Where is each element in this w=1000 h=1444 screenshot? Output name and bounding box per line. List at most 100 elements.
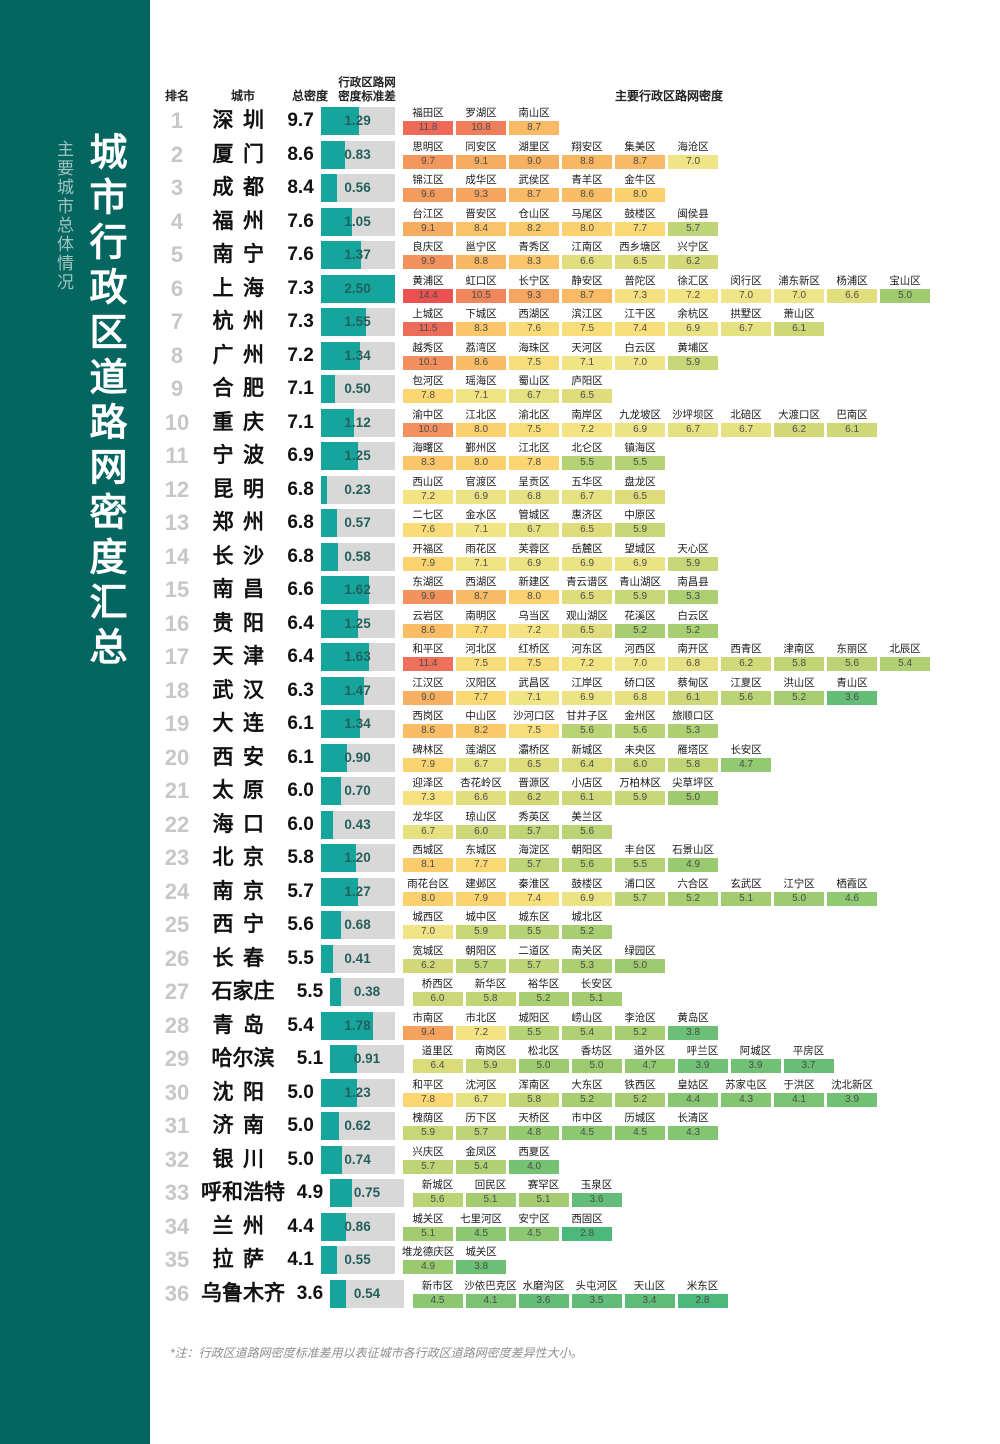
district-density-value: 6.9 <box>615 422 666 437</box>
district-cell: 宽城区 6.2 <box>402 944 455 973</box>
rank-value: 35 <box>164 1247 190 1272</box>
district-density-value: 7.3 <box>615 288 666 303</box>
district-cell: 上城区 11.5 <box>402 307 455 336</box>
district-density-value: 3.6 <box>571 1193 622 1207</box>
city-name: 上海 <box>212 276 274 300</box>
city-name: 杭州 <box>212 310 274 333</box>
district-name: 和平区 <box>412 643 444 655</box>
district-density-value: 8.7 <box>509 188 560 202</box>
district-name: 闽侯县 <box>677 207 709 220</box>
district-name: 滨江区 <box>571 308 603 320</box>
stddev-cell: 1.47 <box>320 676 395 705</box>
district-density-value: 6.1 <box>827 422 878 437</box>
district-cell: 集美区 8.7 <box>614 140 667 169</box>
stddev-value: 1.78 <box>344 1017 371 1033</box>
district-density-value: 6.2 <box>403 958 454 973</box>
district-cell: 七里河区 4.5 <box>455 1212 508 1241</box>
district-cell: 江岸区 6.9 <box>561 676 614 705</box>
district-cell: 头屯河区 3.5 <box>570 1279 623 1308</box>
district-cell: 思明区 9.7 <box>402 140 455 169</box>
district-name: 阿城区 <box>739 1045 772 1057</box>
total-density-value: 5.0 <box>287 1081 314 1103</box>
district-density-value: 6.7 <box>456 1092 507 1107</box>
stddev-cell: 1.55 <box>320 308 395 336</box>
district-list: 雨花台区 8.0 建邺区 7.9 秦淮区 7.4 鼓楼区 6.9 浦口区 5.7 六合区 5.2 玄武区… <box>402 877 879 906</box>
district-density-value: 4.7 <box>624 1059 675 1073</box>
district-name: 呈贡区 <box>518 475 550 488</box>
total-density-value: 7.3 <box>287 311 314 332</box>
city-name: 西宁 <box>212 913 274 936</box>
district-cell: 杏花岭区 6.6 <box>455 776 508 805</box>
district-cell: 鄞州区 8.0 <box>455 441 508 470</box>
district-density-value: 6.9 <box>562 690 613 705</box>
district-density-value: 6.2 <box>721 657 772 671</box>
district-name: 东城区 <box>465 844 497 856</box>
district-density-value: 11.5 <box>403 322 454 336</box>
district-cell: 建邺区 7.9 <box>455 877 508 906</box>
district-density-value: 6.5 <box>562 389 613 403</box>
district-density-value: 5.0 <box>668 791 719 805</box>
total-density-value: 4.9 <box>296 1182 324 1203</box>
district-density-value: 3.9 <box>827 1092 878 1107</box>
stddev-bar <box>320 542 338 571</box>
district-density-value: 6.9 <box>509 556 560 571</box>
district-name: 西湖区 <box>465 576 497 588</box>
district-name: 荔湾区 <box>465 341 497 354</box>
district-list: 兴庆区 5.7 金凤区 5.4 西夏区 4.0 <box>402 1145 561 1174</box>
header-total-density: 总密度 <box>291 89 328 103</box>
district-name: 邕宁区 <box>465 241 497 253</box>
rank-value: 15 <box>164 577 190 602</box>
stddev-bar <box>320 576 369 604</box>
district-density-value: 8.6 <box>456 355 507 370</box>
table-row: 36 乌鲁木齐 3.6 0.54 新市区 4.5 沙依巴克区 4.1 水磨沟区 3.6 头屯河区 3.… <box>158 1279 1000 1313</box>
rank-value: 21 <box>164 778 190 803</box>
district-cell: 大东区 5.2 <box>561 1078 614 1107</box>
district-density-value: 8.2 <box>509 221 560 236</box>
district-cell: 江北区 8.0 <box>455 408 508 437</box>
district-cell: 东湖区 9.9 <box>402 575 455 604</box>
city-name: 沈阳 <box>212 1080 274 1104</box>
district-name: 甘井子区 <box>566 710 609 722</box>
district-name: 杨浦区 <box>836 274 868 287</box>
district-density-value: 8.0 <box>562 221 613 236</box>
district-cell: 普陀区 7.3 <box>614 274 667 303</box>
district-name: 长安区 <box>730 743 762 756</box>
district-name: 建邺区 <box>465 877 497 890</box>
district-name: 米东区 <box>686 1279 719 1292</box>
district-name: 绿园区 <box>624 944 656 957</box>
district-density-value: 3.6 <box>518 1293 569 1308</box>
stddev-bar <box>320 810 334 839</box>
district-name: 下城区 <box>465 308 497 320</box>
district-name: 蜀山区 <box>518 375 550 387</box>
district-name: 罗湖区 <box>465 107 497 119</box>
table-row: 12 昆明 6.8 0.23 西山区 7.2 官渡区 6.9 呈贡区 6.8 五华区 6.7 盘龙区 6.… <box>158 475 1000 509</box>
district-cell: 五华区 6.7 <box>561 475 614 504</box>
district-cell: 河北区 7.5 <box>455 642 508 671</box>
density-table: 排名 城市 总密度 行政区路网 密度标准差 主要行政区路网密度 1 深圳 9.7 1.… <box>150 0 1000 1361</box>
district-cell: 闵行区 7.0 <box>720 274 773 303</box>
district-density-value: 7.7 <box>456 623 507 638</box>
rank-value: 26 <box>164 945 190 971</box>
district-name: 桥西区 <box>421 978 454 990</box>
district-name: 雁塔区 <box>677 743 709 756</box>
total-density-value: 7.3 <box>287 277 314 299</box>
table-row: 3 成都 8.4 0.56 锦江区 9.6 成华区 9.3 武侯区 8.7 青羊区 8.6 金牛区 8.0 <box>158 173 1000 207</box>
table-header: 排名 城市 总密度 行政区路网 密度标准差 主要行政区路网密度 <box>158 70 1000 104</box>
district-name: 福田区 <box>412 107 444 119</box>
district-cell: 海珠区 7.5 <box>508 341 561 370</box>
district-density-value: 7.7 <box>615 221 666 236</box>
stddev-cell: 0.41 <box>320 944 395 973</box>
table-row: 29 哈尔滨 5.1 0.91 道里区 6.4 南岗区 5.9 松北区 5.0 香坊区 5.0 道外区 4… <box>158 1044 1000 1078</box>
stddev-cell: 1.63 <box>320 643 395 671</box>
stddev-value: 0.74 <box>344 1151 371 1167</box>
district-cell: 青羊区 8.6 <box>561 173 614 202</box>
district-density-value: 6.9 <box>668 322 719 336</box>
district-name: 海淀区 <box>518 844 550 856</box>
district-density-value: 5.0 <box>571 1059 622 1073</box>
rank-value: 4 <box>170 208 184 234</box>
district-cell: 西湖区 8.7 <box>455 575 508 604</box>
footnote: *注：行政区道路网密度标准差用以表征城市各行政区道路网密度差异性大小。 <box>170 1346 583 1360</box>
district-name: 蔡甸区 <box>677 676 709 689</box>
district-name: 北仑区 <box>571 442 603 454</box>
